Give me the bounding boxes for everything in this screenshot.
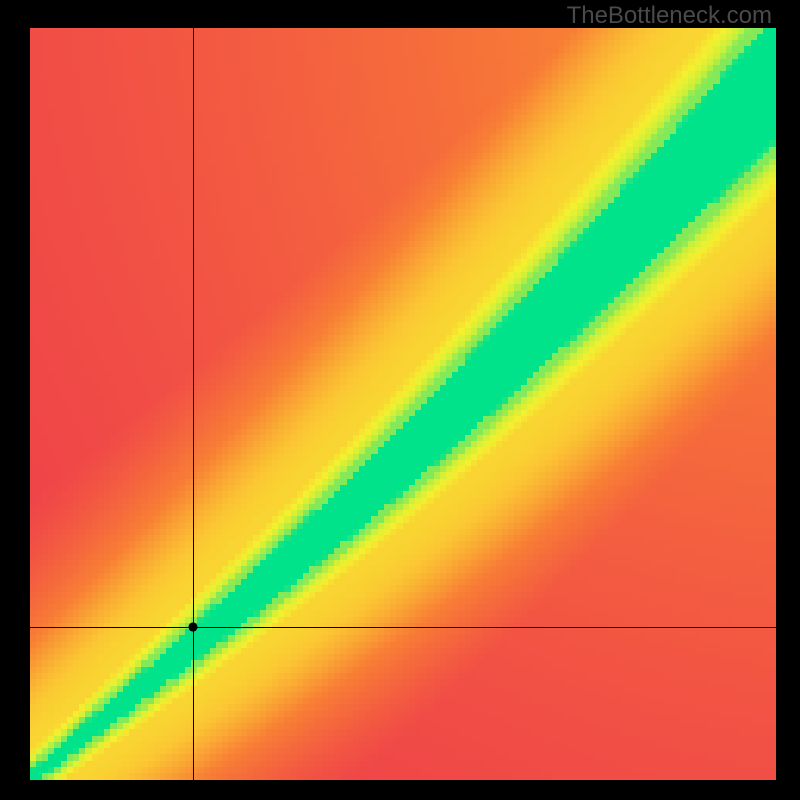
heatmap-canvas <box>30 28 776 780</box>
plot-area <box>30 28 776 780</box>
chart-container: TheBottleneck.com <box>0 0 800 800</box>
watermark-text: TheBottleneck.com <box>567 2 772 30</box>
